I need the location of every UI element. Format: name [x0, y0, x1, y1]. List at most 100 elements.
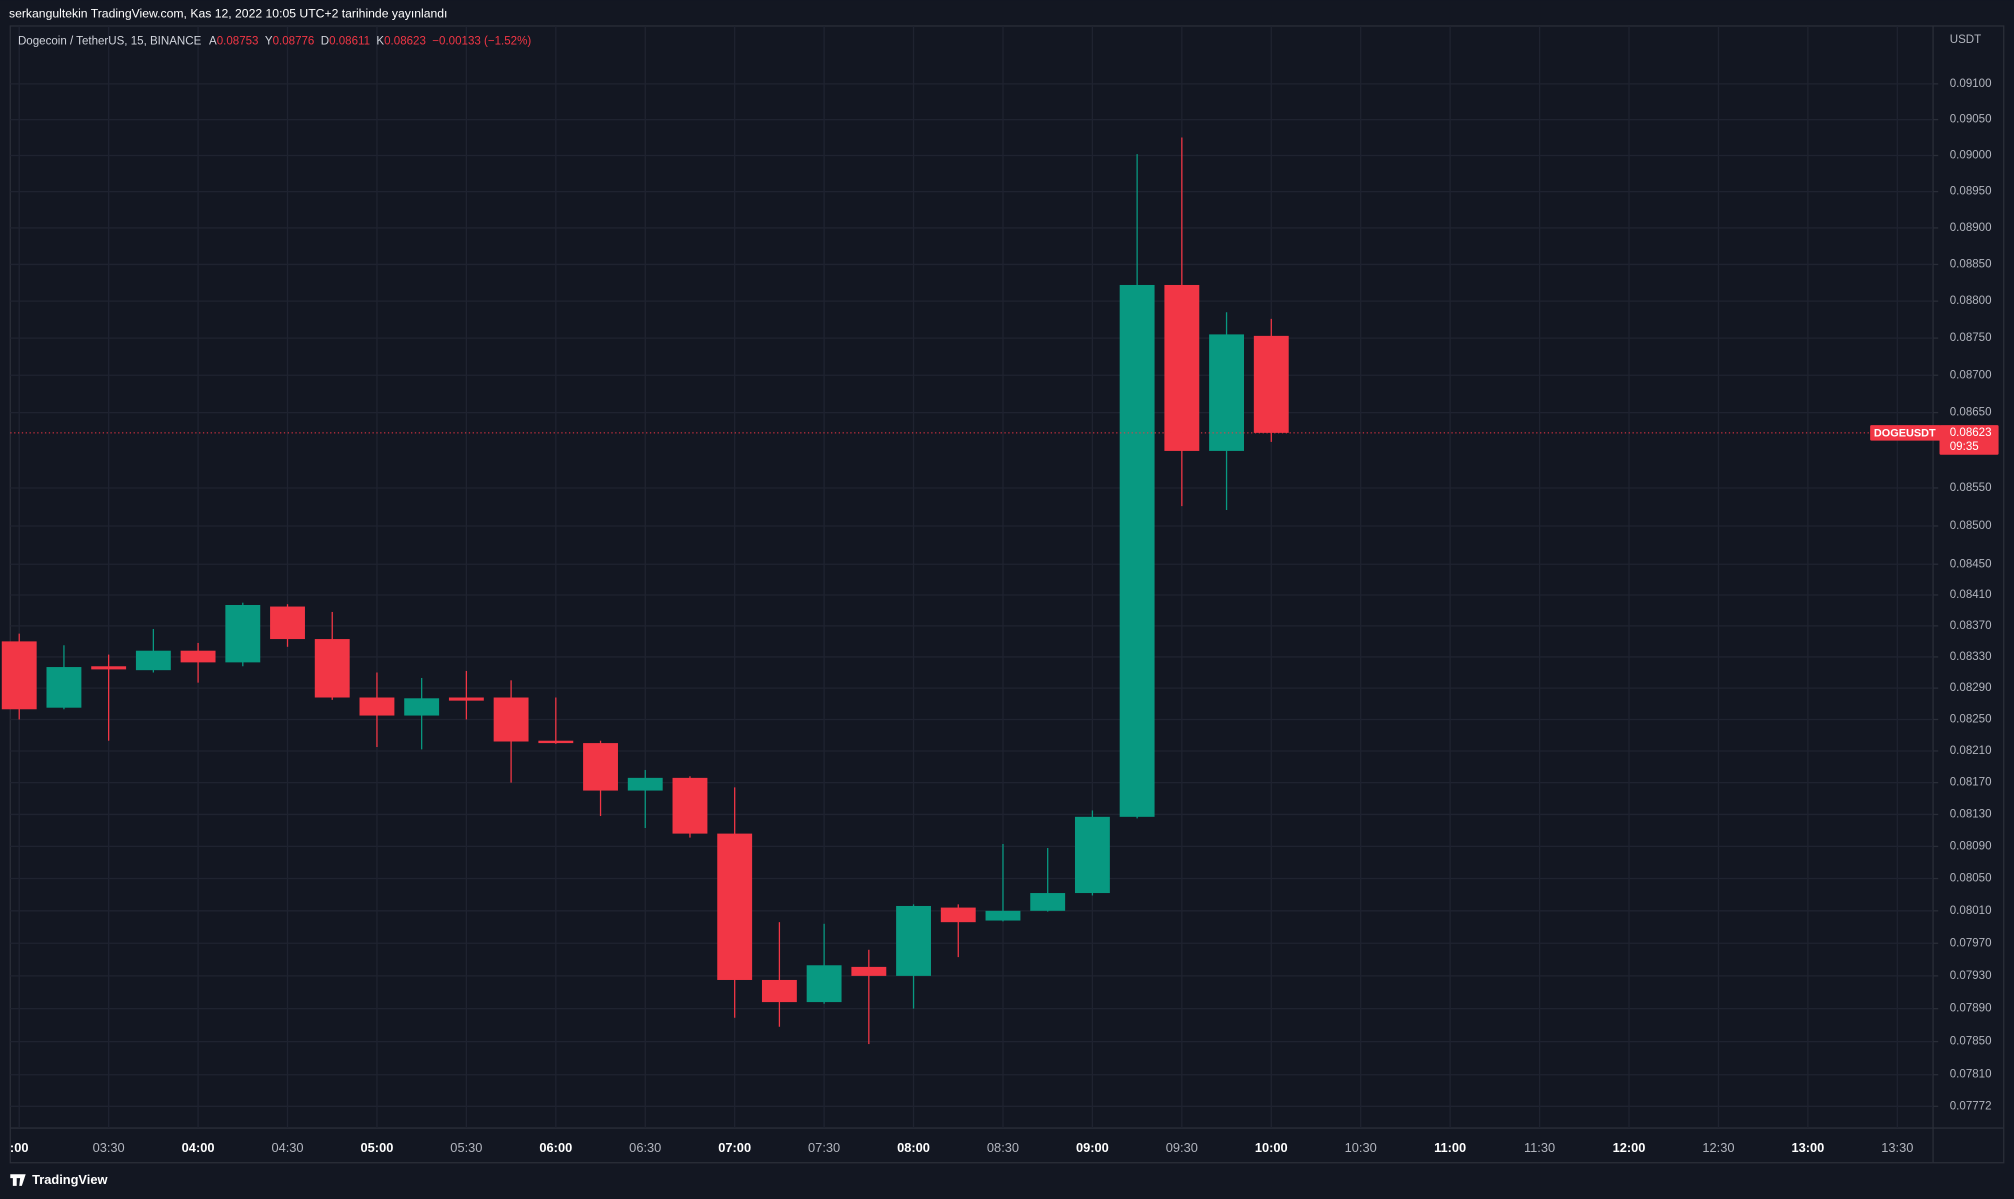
y-tick-label: 0.08450: [1950, 558, 1992, 570]
y-tick-label: 0.08550: [1950, 482, 1992, 494]
symbol-tag: [1870, 425, 1941, 441]
y-tick-label: 0.07890: [1950, 1003, 1992, 1015]
x-tick-label: 13:00: [1791, 1140, 1824, 1155]
x-tick-label: 09:30: [1166, 1140, 1198, 1155]
candle-body: [538, 740, 574, 744]
y-tick-label: 0.09100: [1950, 78, 1992, 90]
symbol-label: DOGEUSDT: [1874, 427, 1936, 439]
y-tick-label: 0.08090: [1950, 840, 1992, 852]
y-tick-label: 0.07810: [1950, 1069, 1992, 1081]
x-tick-label: 13:30: [1881, 1140, 1913, 1155]
x-tick-label: 08:00: [897, 1140, 930, 1155]
countdown: 09:35: [1950, 441, 1979, 453]
candle-body: [359, 697, 395, 716]
x-tick-label: 10:30: [1345, 1140, 1377, 1155]
y-tick-label: 0.08800: [1950, 295, 1992, 307]
frame: [9, 25, 2005, 1164]
candle-body: [672, 777, 708, 834]
candle-body: [1, 641, 37, 710]
price-label: 0.08623: [1950, 427, 1992, 439]
y-tick-label: 0.07772: [1950, 1100, 1992, 1112]
candle-body: [1209, 334, 1245, 451]
candle-body: [1030, 893, 1066, 911]
legend-item: K: [376, 35, 384, 47]
y-tick-label: 0.08210: [1950, 745, 1992, 757]
y-tick-label: 0.09000: [1950, 150, 1992, 162]
y-tick-label: 0.08900: [1950, 222, 1992, 234]
x-tick-label: 04:00: [182, 1140, 215, 1155]
candle-body: [314, 639, 350, 698]
candle-body: [493, 697, 529, 742]
x-tick-label: 12:00: [1613, 1140, 1646, 1155]
candles: [1, 137, 1289, 1045]
grid: [10, 25, 1934, 1129]
legend-item: 0.08611: [329, 35, 370, 47]
candle-body: [806, 965, 842, 1003]
legend-line: Dogecoin / TetherUS, 15, BINANCE A0.08753…: [18, 35, 531, 47]
brand: TradingView: [32, 1172, 107, 1187]
y-tick-label: 0.08330: [1950, 651, 1992, 663]
candle-body: [270, 606, 305, 640]
y-tick-label: 0.08410: [1950, 589, 1992, 601]
y-tick-label: 0.08950: [1950, 186, 1992, 198]
y-unit: USDT: [1950, 34, 1981, 46]
y-tick-label: 0.07850: [1950, 1036, 1992, 1048]
price-tag: [1939, 425, 1999, 455]
legend-item: 0.08623: [384, 35, 426, 47]
legend-item: A: [209, 35, 217, 47]
y-tick-label: 0.09050: [1950, 114, 1992, 126]
x-tick-label: 05:30: [450, 1140, 482, 1155]
x-tick-label: 03:30: [93, 1140, 125, 1155]
x-tick-label: 06:30: [629, 1140, 661, 1155]
x-tick-label: 07:00: [718, 1140, 751, 1155]
candle-body: [851, 966, 887, 976]
legend-item: Dogecoin / TetherUS, 15, BINANCE: [18, 35, 202, 47]
candle-body: [46, 667, 82, 708]
candle-body: [583, 743, 618, 791]
y-tick-label: 0.07930: [1950, 970, 1992, 982]
candle-body: [627, 777, 663, 791]
candle-body: [91, 666, 127, 670]
candle-body: [761, 979, 797, 1003]
y-tick-label: 0.08370: [1950, 620, 1992, 632]
y-tick-label: 0.08500: [1950, 520, 1992, 532]
x-tick-label: 06:00: [539, 1140, 572, 1155]
y-tick-label: 0.08130: [1950, 808, 1992, 820]
legend: Dogecoin / TetherUS, 15, BINANCE A0.08753…: [18, 35, 531, 47]
brand-logo: [10, 1174, 26, 1186]
x-tick-label: 10:00: [1255, 1140, 1288, 1155]
candle-body: [404, 698, 440, 716]
y-tick-label: 0.08010: [1950, 905, 1992, 917]
candle-body: [1253, 335, 1289, 433]
legend-item: 0.08776: [273, 35, 315, 47]
candle-body: [717, 833, 753, 980]
x-tick-label: :00: [10, 1140, 29, 1155]
x-tick-label: 05:00: [361, 1140, 394, 1155]
x-tick-label: 11:30: [1524, 1140, 1555, 1155]
x-tick-label: 11:00: [1434, 1140, 1466, 1155]
candle-body: [985, 910, 1021, 921]
legend-item: D: [321, 35, 329, 47]
x-tick-label: 08:30: [987, 1140, 1019, 1155]
candle-body: [940, 907, 976, 923]
y-tick-label: 0.08700: [1950, 369, 1992, 381]
y-tick-label: 0.08170: [1950, 777, 1992, 789]
candle-body: [1119, 284, 1155, 817]
candle-body: [1074, 816, 1110, 894]
x-tick-label: 12:30: [1702, 1140, 1734, 1155]
legend-item: −0.00133 (−1.52%): [432, 35, 531, 47]
candle-body: [896, 905, 931, 976]
candle-body: [135, 650, 171, 671]
x-tick-label: 09:00: [1076, 1140, 1109, 1155]
legend-item: Y: [265, 35, 273, 47]
candle-body: [1164, 284, 1200, 451]
candle-body: [225, 605, 261, 663]
x-tick-label: 04:30: [271, 1140, 303, 1155]
x-tick-label: 07:30: [808, 1140, 840, 1155]
y-tick-label: 0.08650: [1950, 407, 1992, 419]
y-tick-label: 0.08050: [1950, 873, 1992, 885]
y-tick-label: 0.08250: [1950, 714, 1992, 726]
publisher: serkangultekin TradingView.com, Kas 12, …: [9, 7, 447, 21]
